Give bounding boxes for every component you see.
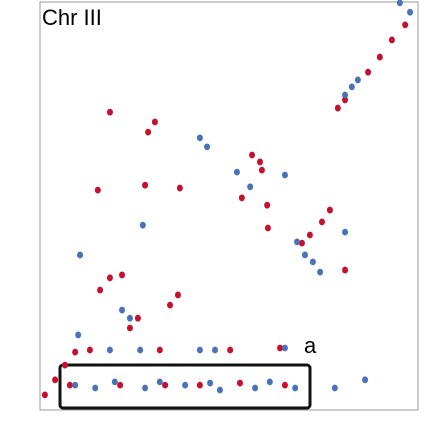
dot <box>75 331 82 339</box>
dot <box>309 258 316 266</box>
dot <box>134 314 141 322</box>
dot <box>196 346 203 354</box>
dot <box>111 378 118 386</box>
dot <box>236 379 243 387</box>
dot <box>306 231 313 239</box>
dot <box>156 378 163 386</box>
dot <box>354 76 361 84</box>
dot <box>212 346 219 354</box>
dot <box>318 218 325 226</box>
dot <box>376 53 383 61</box>
dot <box>145 128 152 136</box>
dot <box>126 314 133 322</box>
dot <box>388 36 395 44</box>
dot <box>402 21 409 29</box>
dot <box>142 181 149 189</box>
dot <box>281 381 288 389</box>
dot <box>247 183 254 191</box>
dot <box>331 384 338 392</box>
dot <box>362 376 369 384</box>
dot <box>207 379 214 387</box>
highlight-box <box>58 363 312 410</box>
dot <box>342 266 349 274</box>
dot <box>106 346 113 354</box>
dot <box>61 361 68 369</box>
dot <box>233 168 240 176</box>
dot <box>281 171 288 179</box>
dot <box>162 381 169 389</box>
dot <box>258 166 265 174</box>
dot <box>266 378 273 386</box>
dot <box>204 143 211 151</box>
dot <box>106 274 113 282</box>
dot <box>167 301 174 309</box>
dot <box>298 239 305 247</box>
dot <box>342 228 349 236</box>
dot <box>249 151 256 159</box>
dot <box>137 346 144 354</box>
annotation: a <box>304 333 317 358</box>
dot <box>106 108 113 116</box>
dot <box>66 381 73 389</box>
dot <box>264 201 271 209</box>
dot <box>77 251 84 259</box>
dot <box>126 324 133 332</box>
dot <box>142 384 149 392</box>
dot <box>182 381 189 389</box>
dot <box>227 346 234 354</box>
dot <box>156 346 163 354</box>
dot <box>119 271 126 279</box>
dot <box>256 158 263 166</box>
dot <box>86 346 93 354</box>
dot <box>252 384 259 392</box>
dot <box>176 184 183 192</box>
dot <box>342 96 349 104</box>
dot <box>277 344 284 352</box>
dot <box>342 91 349 99</box>
dot <box>97 286 104 294</box>
dot <box>334 104 341 112</box>
dot <box>326 206 333 214</box>
dot <box>396 0 403 7</box>
dot <box>348 83 355 91</box>
dot <box>119 306 126 314</box>
dot <box>174 291 181 299</box>
dot <box>117 381 124 389</box>
dot <box>292 384 299 392</box>
dot <box>52 376 59 384</box>
dot <box>94 186 101 194</box>
dot <box>196 134 203 142</box>
dot <box>92 384 99 392</box>
dot <box>72 348 79 356</box>
dot <box>365 68 372 76</box>
dot <box>407 8 414 16</box>
dot <box>139 221 146 229</box>
dot <box>196 381 203 389</box>
dot <box>41 391 48 399</box>
dot <box>264 224 271 232</box>
dot <box>216 386 223 394</box>
dot <box>281 344 288 352</box>
dot <box>151 118 158 126</box>
dot <box>238 194 245 202</box>
dot <box>72 381 79 389</box>
chart-title: Chr III <box>42 5 102 30</box>
plot-frame <box>39 1 419 411</box>
dot <box>294 238 301 246</box>
dot <box>301 251 308 259</box>
dot <box>317 268 324 276</box>
